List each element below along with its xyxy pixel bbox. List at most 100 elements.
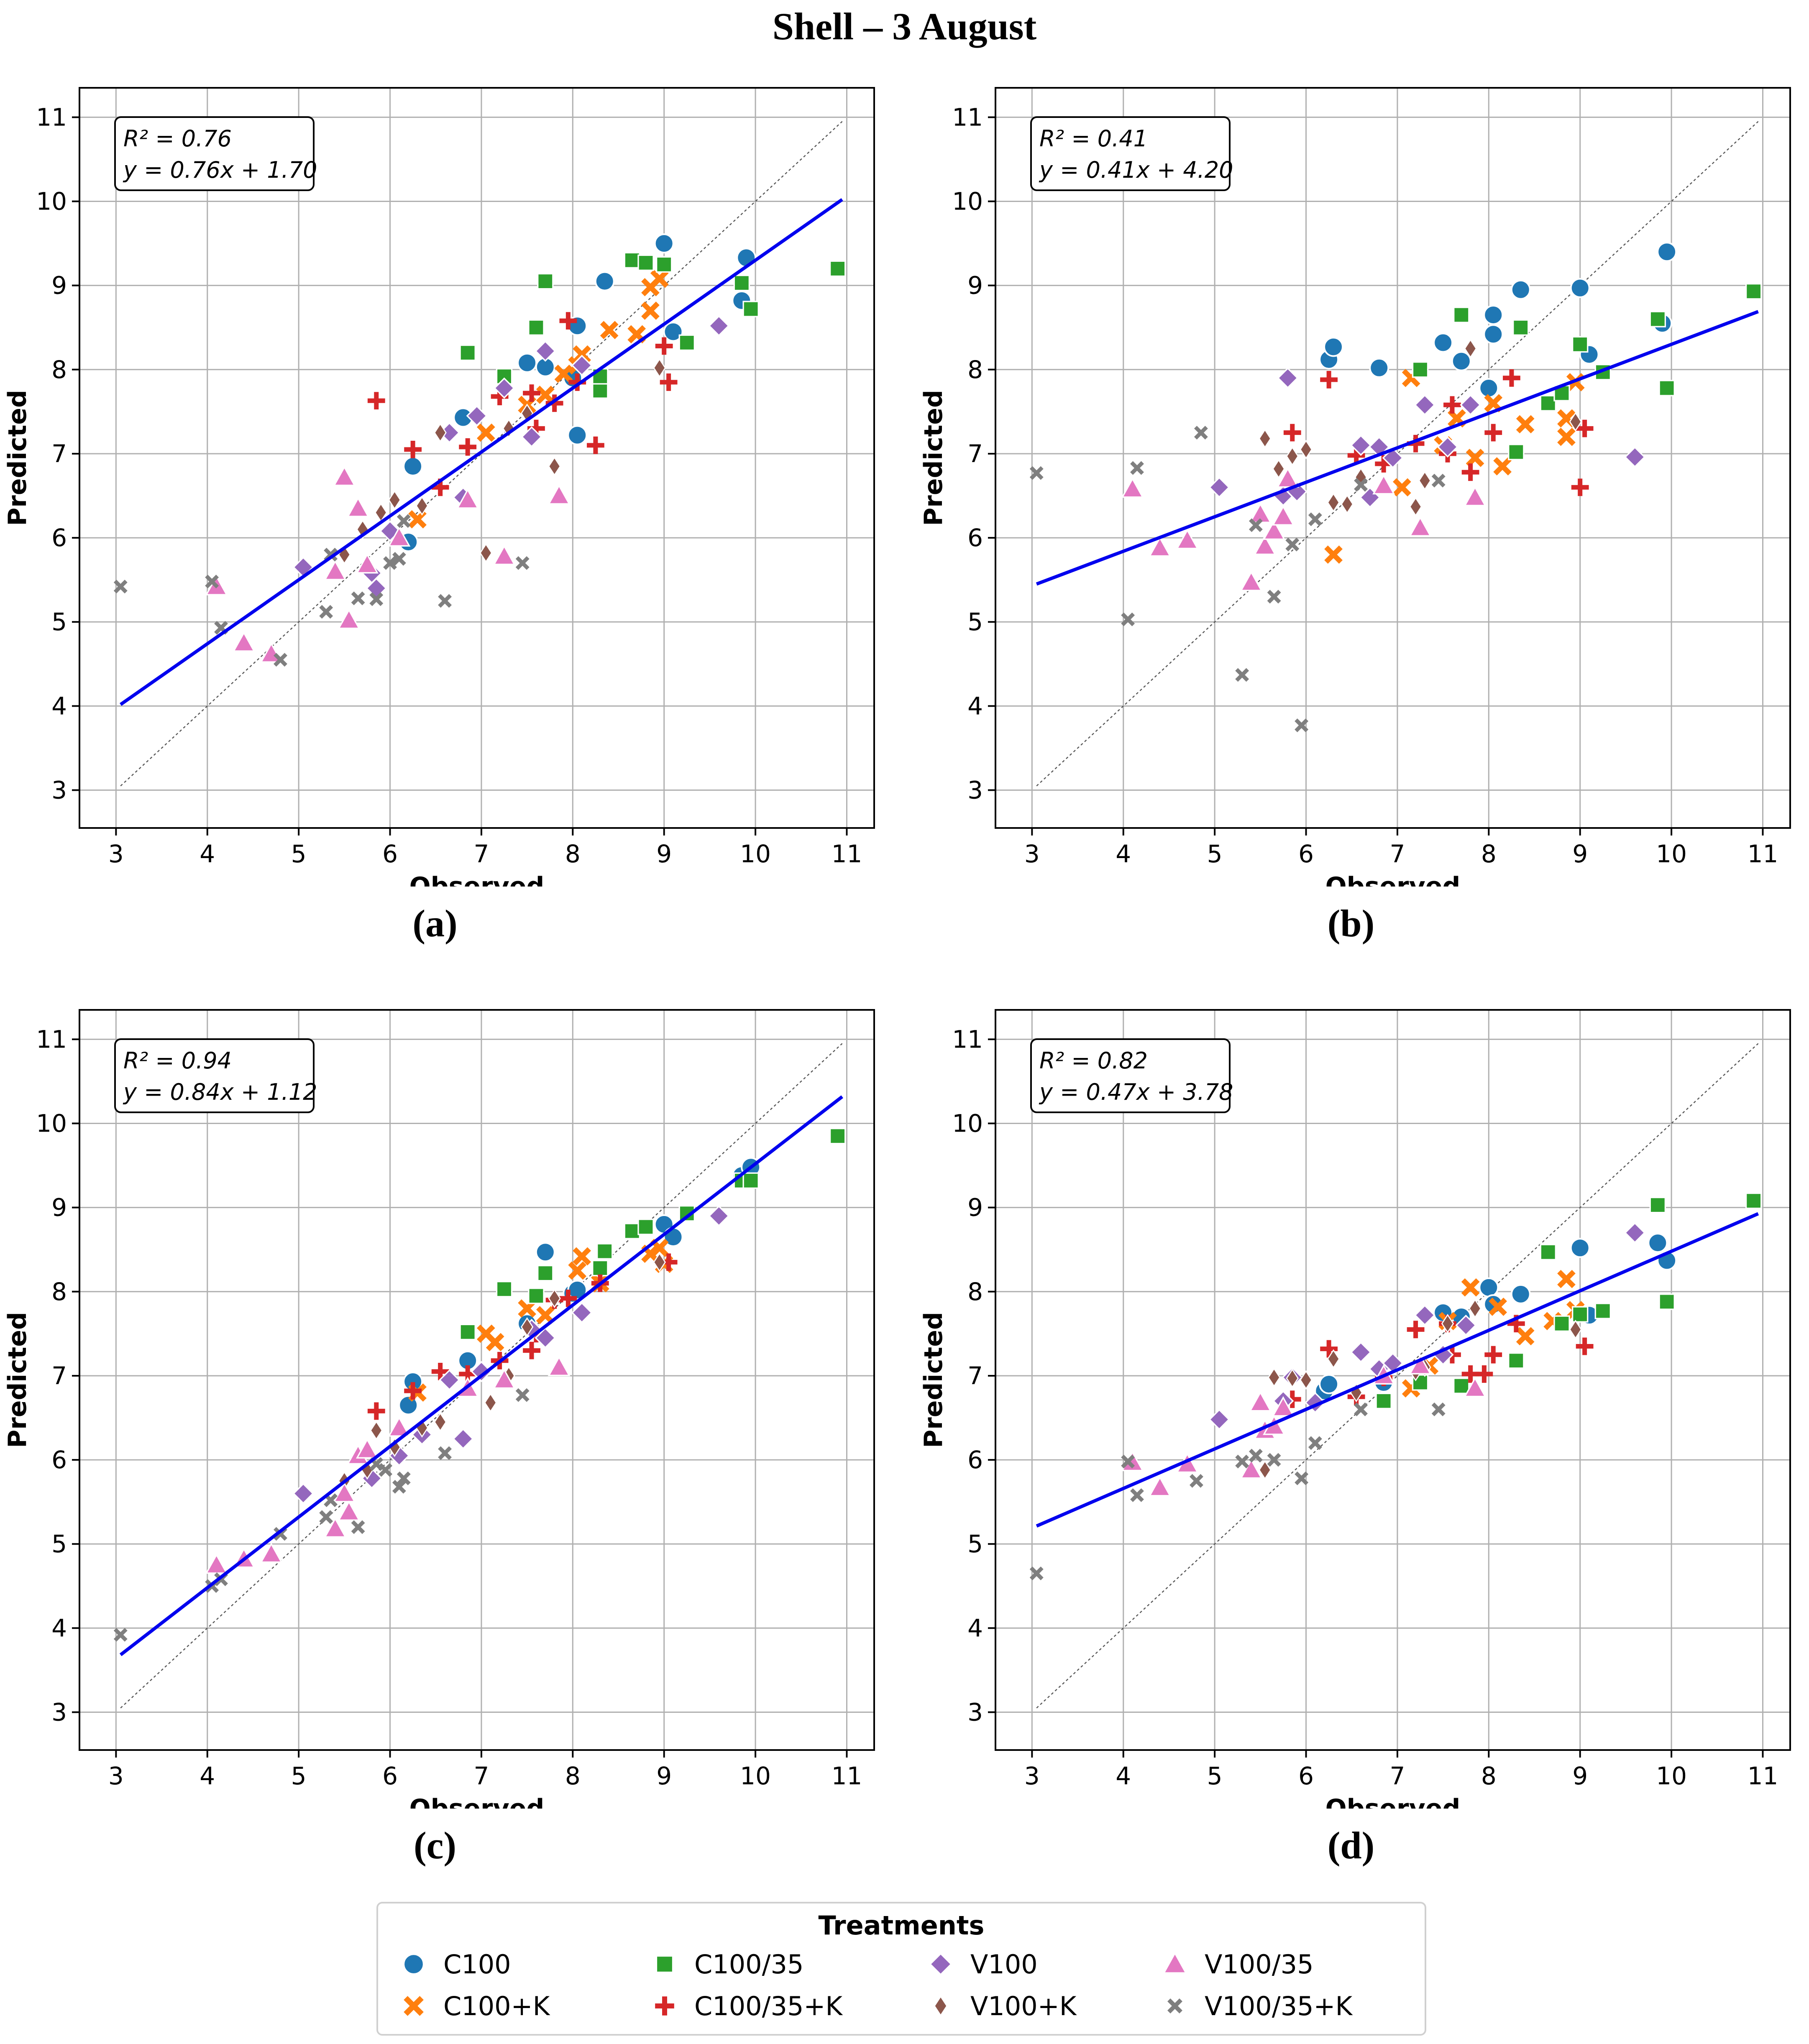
data-point-v100-k — [1300, 1370, 1313, 1390]
data-point-v100-35-k — [438, 594, 452, 608]
equation-box-frame — [114, 1038, 315, 1113]
x-tick-label: 6 — [382, 1762, 398, 1790]
data-point-v100 — [535, 340, 556, 362]
data-point-c100-35-k — [660, 373, 678, 391]
data-point-v100-35-k — [1354, 1402, 1368, 1416]
data-point-c100-35 — [592, 382, 609, 399]
data-point-c100 — [1433, 332, 1453, 353]
x-tick-label: 8 — [565, 1762, 581, 1790]
x-tick-label: 11 — [1748, 840, 1778, 868]
y-tick-label: 10 — [36, 1109, 67, 1138]
data-point-v100-35 — [1409, 516, 1432, 537]
data-point-v100-35-k — [1029, 466, 1044, 480]
data-point-v100-k — [1286, 1368, 1299, 1388]
y-tick-label: 11 — [952, 103, 983, 131]
x-tick-label: 5 — [1207, 840, 1223, 868]
x-tick-label: 6 — [1298, 1762, 1314, 1790]
x-tick-label: 10 — [740, 1762, 771, 1790]
data-point-v100-k — [1259, 429, 1272, 449]
scatter-plot-c: 3 4 5 6 7 8 9 10 11 3 4 5 6 7 8 9 10 11 Observed Predicted R… — [3, 1009, 875, 1809]
data-point-v100 — [708, 1205, 730, 1227]
data-point-v100-35 — [1240, 1458, 1263, 1479]
data-point-v100-35 — [260, 1542, 283, 1563]
data-point-v100 — [1382, 447, 1404, 469]
panel-label-b: (b) — [1327, 902, 1375, 945]
data-point-c100-35 — [1594, 1303, 1611, 1319]
data-point-c100-35-k — [1484, 1346, 1502, 1364]
y-tick-label: 9 — [51, 1193, 67, 1222]
chart-panel-a: 3 4 5 6 7 8 9 10 11 3 4 5 6 7 8 9 10 11 Observed Predicted R… — [0, 50, 878, 887]
data-point-c100-35 — [637, 254, 654, 271]
data-point-v100-35-k — [1130, 461, 1144, 475]
data-point-c100-35 — [1649, 1196, 1666, 1214]
data-point-v100-35-k — [369, 592, 384, 606]
data-point-c100 — [535, 1242, 555, 1262]
y-tick-label: 10 — [952, 187, 983, 216]
data-point-v100 — [439, 1369, 460, 1391]
data-point-c100-k — [1516, 415, 1535, 434]
data-point-c100-35-k — [1461, 463, 1479, 481]
data-point-v100-35 — [338, 608, 361, 629]
data-point-v100 — [1350, 434, 1371, 456]
data-point-v100-k — [1341, 494, 1354, 514]
data-point-v100 — [708, 315, 730, 337]
diamond-marker-icon — [929, 1952, 952, 1976]
x-axis-label: Observed — [1325, 872, 1461, 887]
y-tick-label: 4 — [51, 1614, 67, 1642]
data-point-c100-35 — [459, 1323, 476, 1341]
data-point-c100 — [1323, 337, 1344, 357]
series-v100-k — [1259, 339, 1582, 516]
data-point-v100 — [571, 355, 593, 376]
legend-title: Treatments — [818, 1910, 985, 1941]
data-point-v100-35 — [233, 631, 256, 652]
x-tick-label: 3 — [1024, 1762, 1040, 1790]
regression-line — [1036, 310, 1759, 586]
data-point-c100-k — [486, 1333, 504, 1352]
data-point-v100-35-k — [113, 1628, 128, 1642]
data-point-c100-35 — [678, 334, 695, 351]
r-squared-label: R² = 0.41 — [1039, 125, 1148, 152]
data-point-v100-k — [484, 1392, 497, 1413]
data-point-v100-35-k — [392, 1479, 406, 1494]
x-tick-label: 9 — [656, 1762, 672, 1790]
series-c100-35 — [1412, 283, 1762, 460]
data-point-c100-35 — [592, 1260, 609, 1277]
r-squared-label: R² = 0.94 — [123, 1048, 232, 1074]
data-point-v100-35-k — [515, 556, 530, 570]
data-point-v100 — [1437, 436, 1458, 458]
r-squared-label: R² = 0.76 — [123, 125, 232, 152]
data-point-v100-35 — [1464, 1377, 1487, 1398]
x-tick-label: 8 — [565, 840, 581, 868]
y-tick-label: 6 — [967, 1446, 983, 1474]
data-point-c100-35 — [596, 1243, 613, 1260]
y-tick-label: 6 — [51, 1446, 67, 1474]
equation-box-frame — [1030, 1038, 1231, 1113]
data-point-v100-35 — [548, 1356, 571, 1376]
x-tick-label: 10 — [1656, 1762, 1687, 1790]
legend-item-v100: V100 — [922, 1945, 1038, 1983]
data-point-c100-k — [554, 364, 573, 383]
x-tick-label: 11 — [1748, 1762, 1778, 1790]
data-point-c100-35 — [829, 1128, 846, 1145]
data-point-v100-k — [1469, 1298, 1481, 1318]
legend-item-c100-35-k: C100/35+K — [646, 1987, 842, 2025]
data-point-v100-k — [415, 496, 429, 516]
data-point-v100-k — [1569, 1320, 1582, 1339]
data-point-v100-35-k — [438, 1446, 452, 1460]
data-point-v100-35-k — [397, 1471, 411, 1485]
equation-label: y = 0.76x + 1.70 — [123, 157, 317, 183]
y-tick-label: 5 — [51, 608, 67, 636]
data-point-v100-35-k — [273, 653, 287, 667]
data-point-c100-35-k — [655, 337, 673, 355]
data-point-v100-35-k — [1308, 512, 1322, 526]
data-point-c100-k — [1557, 1270, 1576, 1288]
data-point-v100-35-k — [1285, 537, 1300, 552]
y-tick-label: 3 — [51, 1698, 67, 1726]
data-point-c100-35 — [742, 1172, 759, 1189]
data-point-c100-35-k — [1407, 1321, 1425, 1339]
data-point-c100-35 — [742, 301, 759, 317]
data-point-v100-k — [479, 543, 493, 563]
axis-ticks: 3 4 5 6 7 8 9 10 11 3 4 5 6 7 8 9 10 11 — [952, 1025, 1778, 1790]
data-point-c100-35-k — [1576, 1337, 1594, 1355]
data-point-v100-k — [1569, 412, 1582, 432]
